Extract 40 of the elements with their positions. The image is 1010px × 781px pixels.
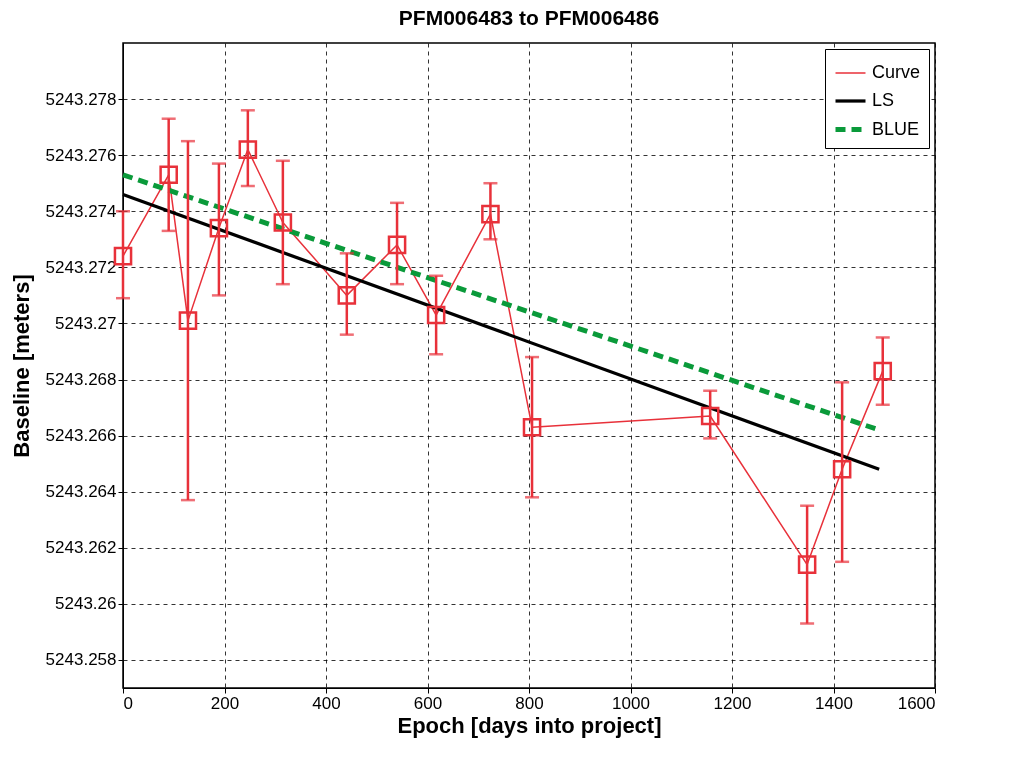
point	[273, 213, 293, 232]
x-tick-label: 1400	[815, 693, 853, 713]
point	[159, 165, 178, 185]
point	[178, 311, 198, 330]
y-tick-label: 5243.264	[45, 482, 117, 502]
x-axis-title: Epoch [days into project]	[397, 712, 662, 738]
y-tick-label: 5243.274	[45, 201, 117, 221]
point	[481, 204, 500, 224]
y-tick-label: 5243.276	[45, 145, 117, 165]
legend-label: LS	[872, 90, 895, 110]
legend-label: Curve	[872, 62, 921, 82]
y-tick-label: 5243.26	[55, 594, 117, 614]
point	[238, 140, 258, 159]
x-tick-label: 200	[210, 693, 240, 713]
point	[337, 286, 357, 305]
point	[700, 406, 720, 426]
y-tick-label: 5243.27	[55, 313, 117, 333]
legend-label: BLUE	[872, 118, 920, 139]
point	[873, 361, 893, 381]
point	[797, 555, 817, 574]
x-tick-label: 0	[123, 693, 133, 713]
point	[387, 235, 407, 255]
y-tick-label: 5243.278	[45, 89, 117, 109]
point	[209, 218, 229, 238]
y-axis-title: Baseline [meters]	[8, 274, 34, 458]
x-tick-label: 400	[312, 693, 341, 713]
x-tick-label: 1000	[612, 693, 650, 713]
x-tick-label: 800	[515, 693, 544, 713]
point	[522, 417, 542, 437]
x-tick-label: 1200	[713, 693, 752, 713]
point	[832, 459, 852, 479]
y-tick-label: 5243.268	[45, 370, 117, 390]
y-tick-label: 5243.272	[45, 257, 117, 277]
point	[426, 305, 446, 325]
chart-title: PFM006483 to PFM006486	[398, 6, 660, 29]
y-tick-label: 5243.258	[45, 650, 117, 670]
x-tick-label: 1600	[897, 693, 936, 713]
y-tick-label: 5243.262	[45, 538, 117, 558]
x-tick-label: 600	[413, 693, 443, 713]
y-tick-label: 5243.266	[45, 426, 117, 446]
